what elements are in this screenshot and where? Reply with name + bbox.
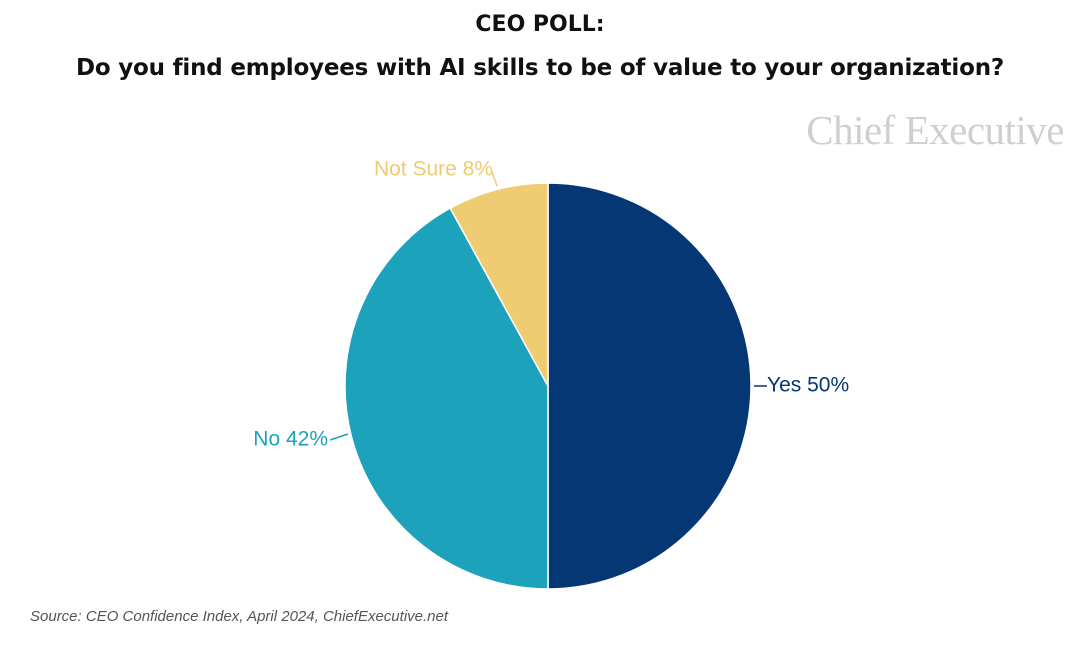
source-note: Source: CEO Confidence Index, April 2024…	[30, 608, 449, 625]
leader-line-not-sure	[491, 171, 498, 187]
pie-slice-yes	[547, 182, 752, 590]
slice-label-yes: Yes 50%	[767, 374, 849, 397]
slice-label-not-sure: Not Sure 8%	[374, 158, 493, 181]
brand-logo: Chief Executive	[806, 107, 1064, 153]
chart-title: CEO POLL:	[475, 12, 605, 37]
leader-line-no	[329, 433, 349, 441]
chart-subtitle: Do you find employees with AI skills to …	[75, 55, 1005, 81]
pie-slice-no	[344, 207, 549, 590]
slice-label-no: No 42%	[253, 428, 328, 451]
pie-slice-not-sure	[449, 182, 549, 387]
